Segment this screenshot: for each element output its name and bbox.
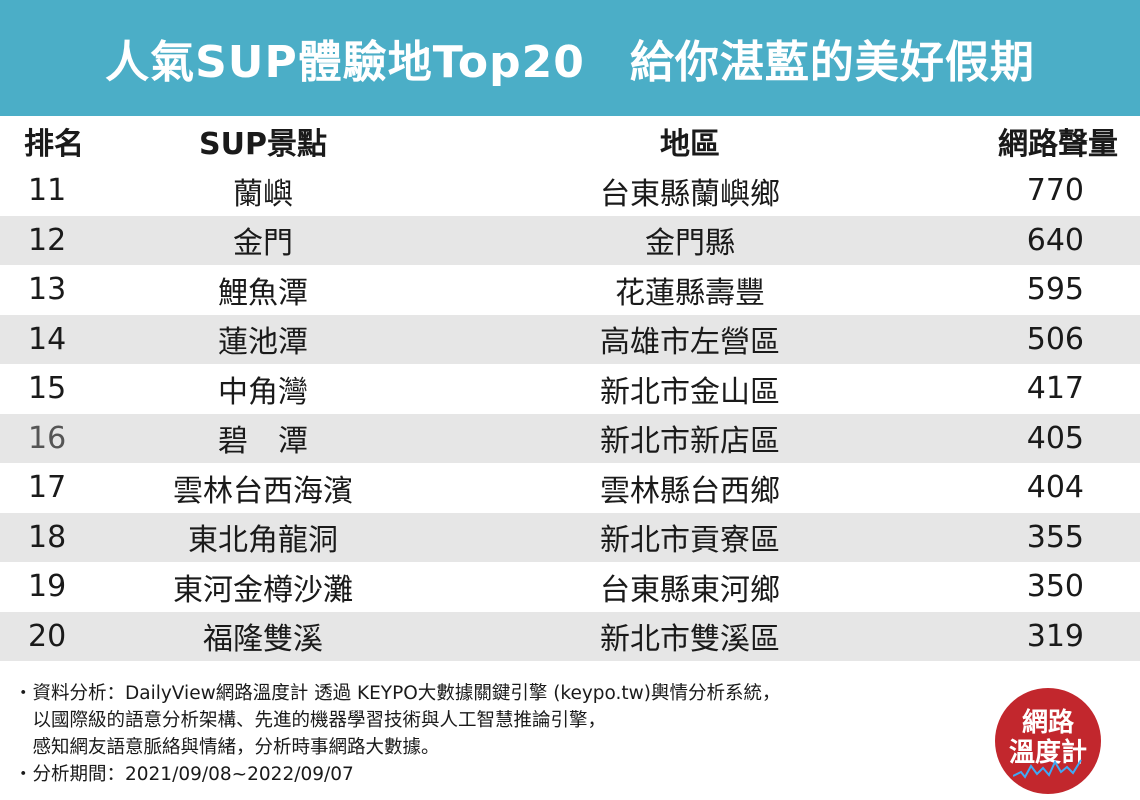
footer-notes: ・資料分析：DailyView網路溫度計 透過 KEYPO大數據關鍵引擎 (ke…	[14, 680, 954, 788]
cell-spot: 東河金樽沙灘	[173, 572, 353, 608]
cell-volume: 350	[1026, 569, 1084, 605]
table-row: 11 蘭嶼 台東縣蘭嶼鄉 770	[0, 166, 1140, 216]
ranking-table: 排名 SUP景點 地區 網路聲量 11 蘭嶼 台東縣蘭嶼鄉 770 12 金門 金門縣 640…	[0, 116, 1140, 661]
table-body: 11 蘭嶼 台東縣蘭嶼鄉 770 12 金門 金門縣 640 13 鯉魚潭 花蓮縣壽豐 595 14 蓮池…	[0, 166, 1140, 661]
table-header: 排名 SUP景點 地區 網路聲量	[0, 116, 1140, 166]
footer-line: 以國際級的語意分析架構、先進的機器學習技術與人工智慧推論引擎，	[14, 710, 607, 731]
header-spot: SUP景點	[199, 127, 327, 162]
cell-area: 雲林縣台西鄉	[600, 473, 780, 509]
title-bar: 人氣SUP體驗地Top20 給你湛藍的美好假期	[0, 0, 1140, 116]
cell-volume: 405	[1026, 420, 1084, 456]
cell-area: 花蓮縣壽豐	[615, 275, 765, 311]
cell-rank: 12	[28, 222, 67, 258]
cell-volume: 319	[1026, 618, 1084, 654]
cell-rank: 19	[28, 569, 67, 605]
cell-spot: 蘭嶼	[233, 176, 293, 212]
cell-area: 台東縣東河鄉	[600, 572, 780, 608]
header-rank: 排名	[24, 127, 84, 162]
cell-volume: 595	[1026, 272, 1084, 308]
table-row: 13 鯉魚潭 花蓮縣壽豐 595	[0, 265, 1140, 315]
cell-volume: 417	[1026, 371, 1084, 407]
cell-area: 新北市貢寮區	[600, 523, 780, 559]
cell-rank: 18	[28, 519, 67, 555]
cell-volume: 404	[1026, 470, 1084, 506]
cell-spot: 中角灣	[218, 374, 308, 410]
table-row: 15 中角灣 新北市金山區 417	[0, 364, 1140, 414]
cell-volume: 770	[1026, 173, 1084, 209]
page-title: 人氣SUP體驗地Top20 給你湛藍的美好假期	[105, 37, 1035, 88]
cell-rank: 20	[28, 618, 67, 654]
table-row: 14 蓮池潭 高雄市左營區 506	[0, 314, 1140, 364]
table-row: 17 雲林台西海濱 雲林縣台西鄉 404	[0, 463, 1140, 513]
footer-line: ・分析期間：2021/09/08~2022/09/07	[14, 764, 354, 785]
cell-area: 新北市金山區	[600, 374, 780, 410]
cell-rank: 11	[28, 173, 67, 209]
cell-spot: 金門	[233, 226, 293, 262]
logo-text-2: 溫度計	[1008, 738, 1087, 768]
cell-spot: 蓮池潭	[218, 325, 308, 361]
cell-rank: 15	[28, 371, 67, 407]
cell-spot: 東北角龍洞	[188, 523, 338, 559]
table-row: 20 福隆雙溪 新北市雙溪區 319	[0, 611, 1140, 661]
table-row: 12 金門 金門縣 640	[0, 215, 1140, 265]
cell-area: 台東縣蘭嶼鄉	[600, 176, 780, 212]
logo-text-1: 網路	[1021, 708, 1074, 738]
cell-area: 新北市雙溪區	[600, 622, 780, 658]
cell-rank: 16	[28, 420, 67, 456]
cell-spot: 碧 潭	[218, 424, 308, 460]
footer-line: ・資料分析：DailyView網路溫度計 透過 KEYPO大數據關鍵引擎 (ke…	[14, 683, 781, 704]
table-row: 18 東北角龍洞 新北市貢寮區 355	[0, 512, 1140, 562]
cell-volume: 355	[1026, 519, 1084, 555]
cell-area: 金門縣	[645, 226, 735, 262]
header-area: 地區	[660, 127, 720, 162]
cell-spot: 雲林台西海濱	[173, 473, 353, 509]
footer-line: 感知網友語意脈絡與情緒，分析時事網路大數據。	[14, 737, 440, 758]
cell-rank: 14	[28, 321, 67, 357]
cell-area: 新北市新店區	[600, 424, 780, 460]
dailyview-logo: 網路 溫度計	[995, 688, 1101, 794]
cell-volume: 506	[1026, 321, 1084, 357]
waveform-icon	[1013, 759, 1082, 779]
cell-volume: 640	[1026, 222, 1084, 258]
table-row: 16 碧 潭 新北市新店區 405	[0, 413, 1140, 463]
table-row: 19 東河金樽沙灘 台東縣東河鄉 350	[0, 562, 1140, 612]
cell-spot: 鯉魚潭	[218, 275, 308, 311]
cell-rank: 13	[28, 272, 67, 308]
header-volume: 網路聲量	[998, 127, 1118, 162]
cell-area: 高雄市左營區	[600, 325, 780, 361]
cell-spot: 福隆雙溪	[203, 622, 323, 658]
cell-rank: 17	[28, 470, 67, 506]
